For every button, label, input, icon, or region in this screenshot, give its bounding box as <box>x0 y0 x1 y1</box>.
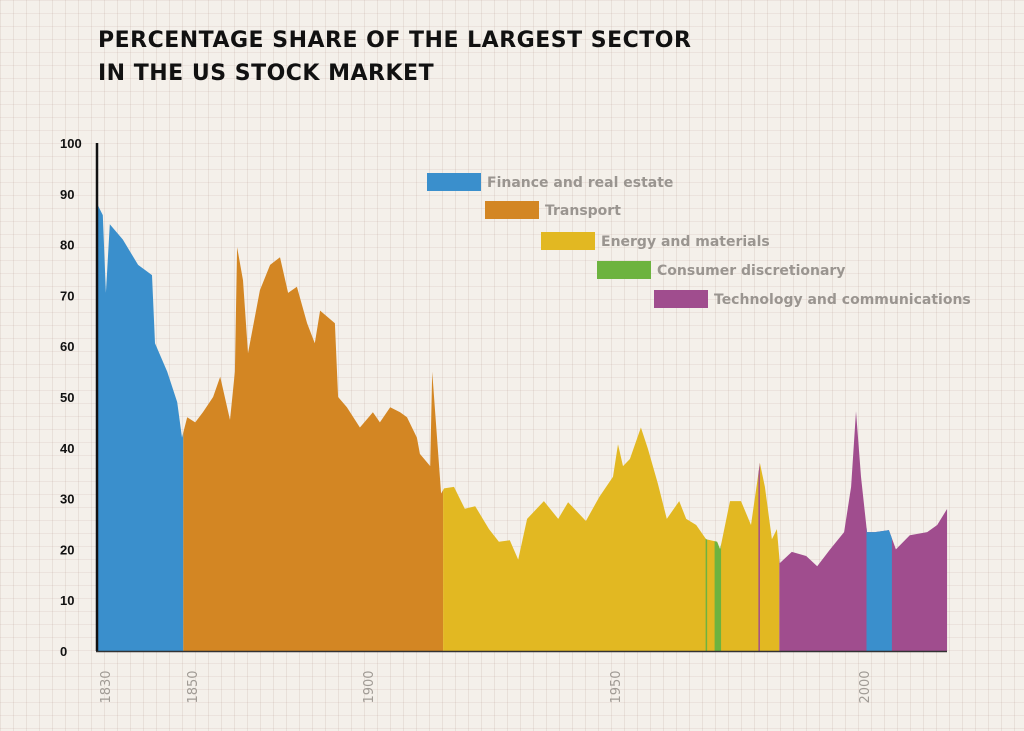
legend-item-finance: Finance and real estate <box>427 173 673 191</box>
y-tick-label: 20 <box>60 542 74 557</box>
legend: Finance and real estate Transport Energy a… <box>427 173 971 308</box>
y-tick-label: 30 <box>60 492 74 507</box>
legend-item-energy: Energy and materials <box>541 232 770 250</box>
legend-label: Finance and real estate <box>487 175 673 191</box>
x-tick-label: 1830 <box>99 670 114 703</box>
y-tick-label: 70 <box>60 288 74 303</box>
x-tick-label: 1900 <box>362 670 377 703</box>
legend-swatch <box>541 232 595 250</box>
y-tick-label: 0 <box>60 644 67 659</box>
legend-label: Consumer discretionary <box>657 263 845 279</box>
legend-swatch <box>654 290 708 308</box>
y-tick-label: 100 <box>60 136 82 151</box>
legend-label: Technology and communications <box>714 292 971 308</box>
title-line-2: IN THE US STOCK MARKET <box>98 61 435 86</box>
legend-swatch <box>485 201 539 219</box>
y-tick-label: 90 <box>60 187 74 202</box>
legend-item-consumer: Consumer discretionary <box>597 261 845 279</box>
area-segment-transport <box>183 204 444 651</box>
axes: 0 10 20 30 40 50 60 70 80 90 100 1830 1850 1900 1950 20… <box>60 136 947 704</box>
y-tick-label: 60 <box>60 339 74 354</box>
x-tick-label: 1950 <box>609 670 624 703</box>
y-tick-label: 10 <box>60 593 74 608</box>
legend-item-transport: Transport <box>485 201 621 219</box>
y-tick-label: 80 <box>60 238 74 253</box>
area-segment-consumer <box>705 204 708 651</box>
y-tick-label: 40 <box>60 441 74 456</box>
legend-label: Transport <box>545 203 621 219</box>
x-tick-label: 1850 <box>186 670 201 703</box>
legend-swatch <box>597 261 651 279</box>
chart-title: PERCENTAGE SHARE OF THE LARGEST SECTOR I… <box>98 24 691 90</box>
data-point <box>236 247 237 248</box>
area-segment-finance <box>866 204 892 651</box>
area-segment-tech <box>779 204 948 651</box>
area-segment-finance <box>97 204 184 651</box>
y-tick-label: 50 <box>60 390 74 405</box>
area-segment-consumer <box>714 204 722 651</box>
x-tick-label: 2000 <box>858 670 873 703</box>
legend-swatch <box>427 173 481 191</box>
title-line-1: PERCENTAGE SHARE OF THE LARGEST SECTOR <box>98 28 692 53</box>
area-segment-tech <box>758 204 760 651</box>
legend-item-tech: Technology and communications <box>654 290 971 308</box>
legend-label: Energy and materials <box>601 234 770 250</box>
